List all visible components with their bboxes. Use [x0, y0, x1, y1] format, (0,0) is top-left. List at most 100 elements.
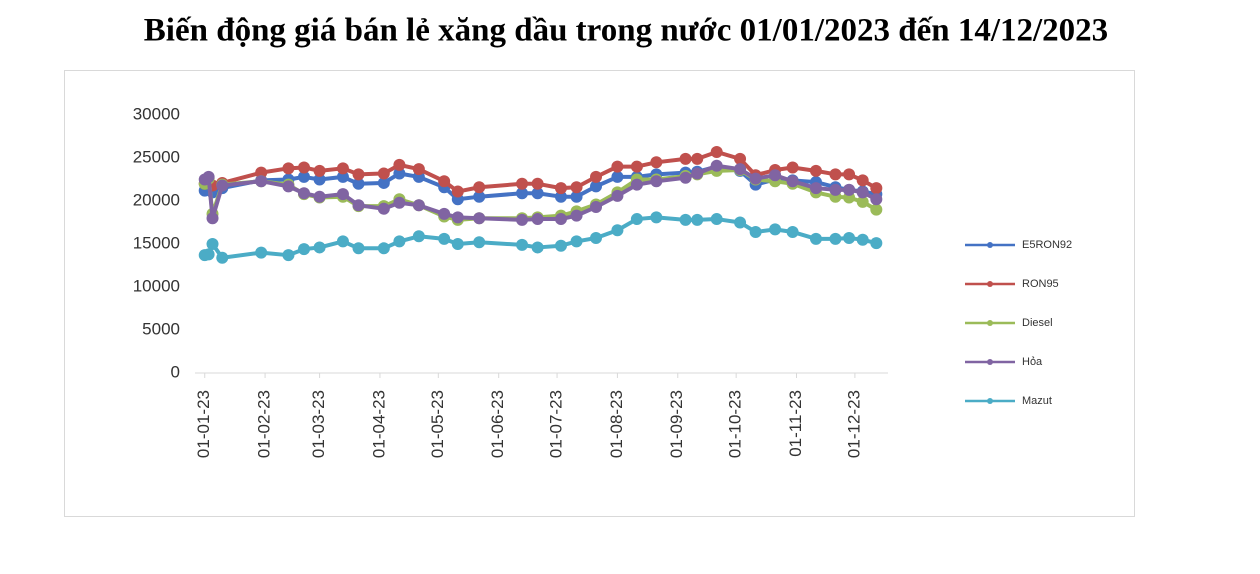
data-point	[516, 238, 529, 251]
data-point	[786, 175, 799, 188]
data-point	[710, 159, 723, 172]
data-point	[769, 223, 782, 236]
data-point	[255, 246, 268, 259]
data-point	[473, 236, 486, 249]
data-point	[829, 232, 842, 245]
data-point	[393, 196, 406, 209]
data-point	[516, 187, 529, 200]
data-point	[856, 233, 869, 246]
data-point	[590, 170, 603, 183]
x-tick-label: 01-06-23	[488, 390, 507, 458]
legend-label: RON95	[1022, 278, 1059, 290]
data-point	[590, 231, 603, 244]
data-point	[531, 213, 544, 226]
data-point	[298, 161, 311, 174]
data-point	[393, 158, 406, 171]
data-point	[336, 170, 349, 183]
data-point	[870, 237, 883, 250]
data-point	[590, 201, 603, 214]
legend-label: Diesel	[1022, 317, 1053, 329]
data-point	[377, 242, 390, 255]
data-point	[377, 176, 390, 189]
x-tick-label: 01-11-23	[786, 390, 805, 457]
data-point	[843, 231, 856, 244]
data-point	[809, 182, 822, 195]
data-point	[313, 190, 326, 203]
legend-label: Mazut	[1022, 395, 1052, 407]
legend-marker	[987, 359, 993, 365]
y-tick-label: 10000	[133, 276, 180, 295]
y-tick-label: 0	[171, 362, 180, 381]
y-tick-label: 30000	[133, 104, 180, 123]
data-point	[710, 145, 723, 158]
data-point	[856, 174, 869, 187]
data-point	[679, 171, 692, 184]
data-point	[769, 169, 782, 182]
data-point	[216, 179, 229, 192]
data-point	[650, 156, 663, 169]
data-point	[313, 164, 326, 177]
data-point	[856, 195, 869, 208]
data-point	[516, 177, 529, 190]
y-tick-label: 5000	[142, 319, 180, 338]
legend-label: Hỏa	[1022, 356, 1043, 368]
data-point	[298, 170, 311, 183]
data-point	[352, 177, 365, 190]
x-tick-label: 01-04-23	[369, 390, 388, 458]
data-point	[749, 172, 762, 185]
data-point	[691, 152, 704, 165]
data-point	[734, 163, 747, 176]
data-point	[611, 160, 624, 173]
data-point	[255, 175, 268, 188]
data-point	[516, 213, 529, 226]
data-point	[570, 181, 583, 194]
data-point	[630, 213, 643, 226]
data-point	[216, 251, 229, 264]
data-point	[809, 232, 822, 245]
data-point	[282, 180, 295, 193]
data-point	[473, 212, 486, 225]
y-tick-label: 25000	[133, 147, 180, 166]
data-point	[691, 213, 704, 226]
data-point	[473, 190, 486, 203]
y-tick-label: 20000	[133, 190, 180, 209]
data-point	[710, 213, 723, 226]
data-point	[313, 173, 326, 186]
data-point	[650, 175, 663, 188]
data-point	[438, 232, 451, 245]
x-tick-label: 01-05-23	[428, 390, 447, 458]
data-point	[870, 193, 883, 206]
data-point	[786, 161, 799, 174]
x-tick-label: 01-07-23	[547, 390, 566, 458]
data-point	[734, 152, 747, 165]
x-tick-label: 01-02-23	[255, 390, 274, 458]
data-point	[870, 182, 883, 195]
data-point	[451, 185, 464, 198]
data-point	[531, 241, 544, 254]
data-point	[650, 211, 663, 224]
x-tick-label: 01-12-23	[844, 390, 863, 458]
data-point	[282, 249, 295, 262]
y-tick-label: 15000	[133, 233, 180, 252]
data-point	[412, 230, 425, 243]
data-point	[590, 180, 603, 193]
data-point	[554, 190, 567, 203]
data-point	[611, 170, 624, 183]
data-point	[473, 181, 486, 194]
data-point	[206, 212, 219, 225]
data-point	[206, 238, 219, 250]
data-point	[202, 170, 215, 183]
data-point	[412, 199, 425, 212]
data-point	[570, 235, 583, 248]
data-point	[554, 213, 567, 226]
data-point	[451, 211, 464, 224]
data-point	[734, 216, 747, 229]
data-point	[438, 207, 451, 220]
data-point	[393, 167, 406, 180]
legend-marker	[987, 281, 993, 287]
legend-marker	[987, 242, 993, 248]
data-point	[202, 248, 215, 261]
data-point	[679, 213, 692, 226]
legend-label: E5RON92	[1022, 239, 1072, 251]
data-point	[630, 178, 643, 191]
